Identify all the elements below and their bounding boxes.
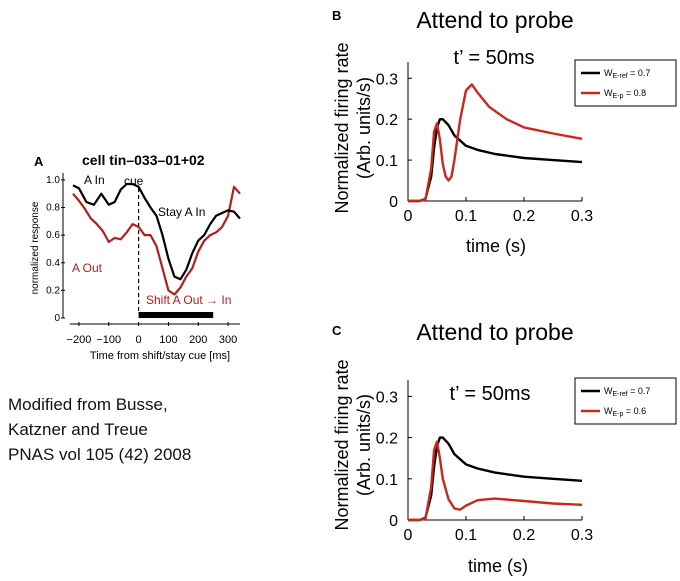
panel-c-series	[408, 436, 583, 522]
panel-b-xtick: 0	[404, 208, 413, 225]
panel-a: A cell tin–033–01+02 −200 −100 0 100 200 300 0…	[30, 152, 241, 362]
panel-c-axes: 00 0.1 0.1 0.2 0.2 0.3 0.3	[376, 380, 593, 544]
panel-c-ytick: 0.1	[376, 472, 398, 489]
panel-b-legend: WE-ref = 0.7 WE-p = 0.8	[574, 59, 677, 107]
label-cue: cue	[124, 174, 144, 188]
legend-label: WE-p = 0.6	[604, 406, 646, 418]
panel-c-ylabel-line1: Normalized firing rate	[332, 359, 352, 530]
panel-a-title: cell tin–033–01+02	[82, 152, 205, 168]
panel-a-ytick: 0.2	[46, 285, 60, 296]
panel-c-xtick: 0	[404, 527, 413, 544]
credit-line-1: Modified from Busse,	[8, 395, 168, 414]
panel-b: B Attend to probe t’ = 50ms 000.10.10.20…	[332, 7, 677, 256]
panel-b-ytick: 0.1	[376, 153, 398, 170]
panel-a-letter: A	[34, 154, 44, 169]
panel-b-xtick: 0.2	[513, 208, 535, 225]
panel-a-xlabel: Time from shift/stay cue [ms]	[90, 350, 230, 362]
series-a-out	[72, 185, 241, 296]
legend-label: WE-p = 0.8	[604, 88, 646, 100]
panel-c-xlabel: time (s)	[468, 556, 528, 576]
panel-b-axes: 00 0.1 0.1 0.2 0.2 0.3 0.3	[376, 62, 593, 225]
panel-a-xtick: −100	[96, 334, 121, 346]
panel-c-xtick: 0.1	[455, 527, 477, 544]
panel-c-subtitle: t’ = 50ms	[450, 383, 531, 405]
panel-c-legend: WE-ref = 0.7 WE-p = 0.6	[574, 377, 677, 425]
legend-label: WE-ref = 0.7	[604, 68, 650, 80]
panel-c-xtick: 0.2	[513, 527, 535, 544]
panel-a-shift-interval-bar	[138, 312, 214, 318]
panel-a-series	[72, 182, 241, 296]
panel-b-letter: B	[332, 8, 341, 23]
legend-label: WE-ref = 0.7	[604, 386, 650, 398]
panel-b-xtick: 0.3	[571, 208, 593, 225]
panel-c-series-e-p	[408, 440, 583, 522]
panel-b-ytick: 0.2	[376, 112, 398, 129]
panel-c: C Attend to probe t’ = 50ms 000.10.10.20…	[332, 319, 677, 576]
label-shift: Shift A Out → In	[146, 293, 231, 307]
legend-box	[574, 377, 677, 425]
panel-c-xtick: 0.3	[571, 527, 593, 544]
series-a-in	[72, 182, 241, 281]
panel-a-xtick: 300	[219, 334, 237, 346]
credit-line-3: PNAS vol 105 (42) 2008	[8, 445, 192, 464]
panel-a-ytick: 1.0	[46, 175, 60, 186]
panel-c-ytick: 0.3	[376, 389, 398, 406]
source-credit: Modified from Busse, Katzner and Treue P…	[8, 392, 268, 467]
panel-c-ylabel-line2: (Arb. units/s)	[354, 394, 374, 496]
panel-b-title: Attend to probe	[416, 7, 573, 33]
label-a-in: A In	[84, 173, 105, 187]
panel-b-series-e-p	[408, 83, 583, 203]
panel-a-xtick: −200	[67, 334, 92, 346]
panel-b-ytick: 0	[389, 194, 398, 211]
panel-a-xtick: 200	[189, 334, 207, 346]
panel-a-xtick: 100	[159, 334, 177, 346]
panel-c-ytick: 0.2	[376, 431, 398, 448]
panel-b-ylabel-line2: (Arb. units/s)	[354, 77, 374, 179]
panel-b-xtick: 0.1	[455, 208, 477, 225]
panel-a-ytick: 0.8	[46, 203, 60, 214]
panel-a-ylabel: normalized response	[30, 201, 41, 294]
panel-b-subtitle: t’ = 50ms	[454, 47, 535, 69]
label-stay-a-in: Stay A In	[158, 205, 205, 219]
panel-b-ytick: 0.3	[376, 71, 398, 88]
panel-b-series	[408, 83, 583, 203]
label-a-out: A Out	[72, 261, 103, 275]
panel-a-ytick: 0.6	[46, 230, 60, 241]
panel-c-letter: C	[332, 323, 342, 338]
panel-a-xtick: 0	[136, 334, 142, 346]
panel-a-ytick: 0.4	[46, 258, 60, 269]
panel-b-ylabel-line1: Normalized firing rate	[332, 42, 352, 213]
panel-b-xlabel: time (s)	[466, 236, 526, 256]
panel-c-title: Attend to probe	[416, 319, 573, 345]
credit-line-2: Katzner and Treue	[8, 420, 148, 439]
panel-c-ytick: 0	[389, 513, 398, 530]
legend-box	[574, 59, 677, 107]
panel-a-axes: −200 −100 0 100 200 300 0 0.2 0.4 0.6 0.8 1.0	[46, 173, 240, 346]
panel-a-ytick: 0	[54, 313, 60, 324]
